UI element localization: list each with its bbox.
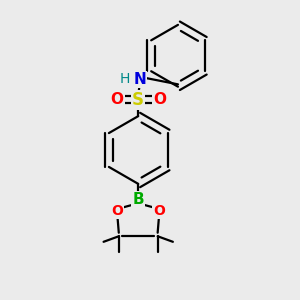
- Text: B: B: [132, 192, 144, 207]
- Text: N: N: [133, 72, 146, 87]
- Text: O: O: [153, 204, 165, 218]
- Text: O: O: [110, 92, 124, 107]
- Text: H: H: [119, 72, 130, 86]
- Text: O: O: [153, 92, 166, 107]
- Text: O: O: [111, 204, 123, 218]
- Text: S: S: [132, 91, 144, 109]
